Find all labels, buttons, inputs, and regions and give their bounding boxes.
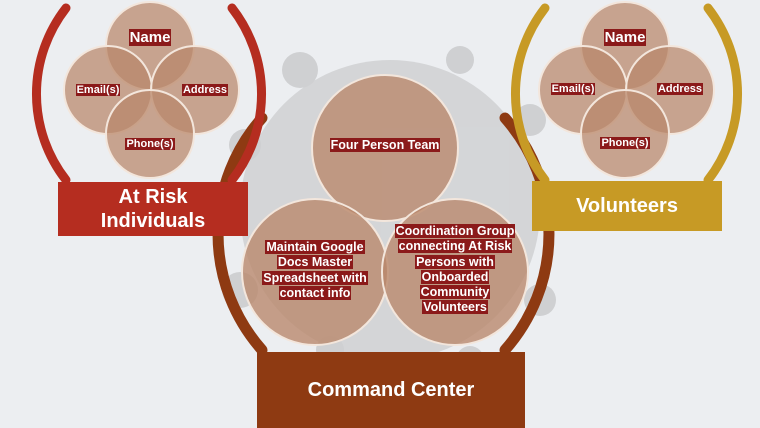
volunteers-email-label: Email(s): [550, 83, 596, 95]
at-risk-name-label: Name: [128, 29, 172, 46]
at-risk-phone-circle: [105, 89, 195, 179]
volunteers-name-label: Name: [603, 29, 647, 46]
at-risk-email-label: Email(s): [75, 84, 121, 96]
volunteers-phone-label: Phone(s): [600, 137, 650, 149]
volunteers-phone-circle: [580, 89, 670, 179]
command-top-label: Four Person Team: [329, 138, 441, 152]
at-risk-phone-label: Phone(s): [125, 138, 175, 150]
volunteers-left-bracket: [511, 3, 550, 185]
command-right-label: Coordination Group connecting At Risk Pe…: [394, 224, 516, 315]
command-left-label: Maintain Google Docs Master Spreadsheet …: [262, 240, 368, 300]
at-risk-left-bracket: [32, 3, 71, 185]
command-center-banner: Command Center: [257, 352, 525, 428]
volunteers-banner: Volunteers: [532, 181, 722, 231]
volunteers-right-bracket: [703, 3, 742, 185]
at-risk-address-label: Address: [181, 84, 229, 96]
at-risk-right-bracket: [227, 3, 266, 185]
volunteers-address-label: Address: [656, 83, 704, 95]
at-risk-banner: At Risk Individuals: [58, 182, 248, 236]
